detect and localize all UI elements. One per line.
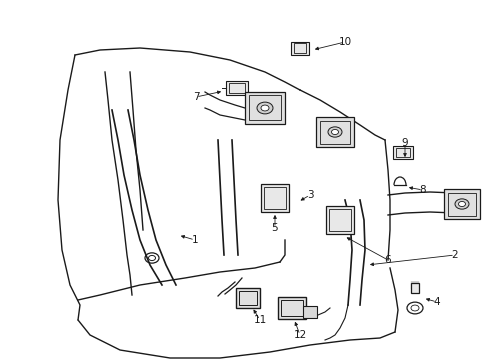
Text: 6: 6 xyxy=(385,255,392,265)
Bar xyxy=(396,148,410,157)
Bar xyxy=(249,95,281,121)
Circle shape xyxy=(328,127,342,137)
Bar xyxy=(245,92,285,124)
Text: 4: 4 xyxy=(434,297,441,307)
Circle shape xyxy=(332,130,339,135)
Bar xyxy=(329,209,351,231)
Circle shape xyxy=(455,199,469,209)
Bar xyxy=(393,145,413,158)
Bar xyxy=(239,291,257,305)
Text: 10: 10 xyxy=(339,37,351,47)
Bar xyxy=(226,81,248,95)
Text: 2: 2 xyxy=(452,250,458,260)
Bar xyxy=(264,187,286,209)
Bar xyxy=(281,300,303,316)
Text: 5: 5 xyxy=(271,223,278,233)
Bar xyxy=(261,184,289,212)
Text: 11: 11 xyxy=(253,315,267,325)
Text: 7: 7 xyxy=(193,92,199,102)
Bar xyxy=(229,83,245,93)
Bar xyxy=(236,288,260,308)
Text: 9: 9 xyxy=(402,138,408,148)
Bar xyxy=(278,297,306,319)
Bar xyxy=(448,193,476,216)
Text: 8: 8 xyxy=(420,185,426,195)
Bar xyxy=(303,306,317,318)
Bar xyxy=(320,121,350,144)
Text: 12: 12 xyxy=(294,330,307,340)
Bar xyxy=(444,189,480,219)
Circle shape xyxy=(261,105,269,111)
Circle shape xyxy=(459,202,466,207)
Text: 3: 3 xyxy=(307,190,313,200)
Bar xyxy=(316,117,354,147)
Bar xyxy=(411,283,419,293)
Circle shape xyxy=(257,102,273,114)
Bar xyxy=(294,44,306,53)
Bar xyxy=(291,41,309,54)
Bar xyxy=(326,206,354,234)
Text: 1: 1 xyxy=(192,235,198,245)
